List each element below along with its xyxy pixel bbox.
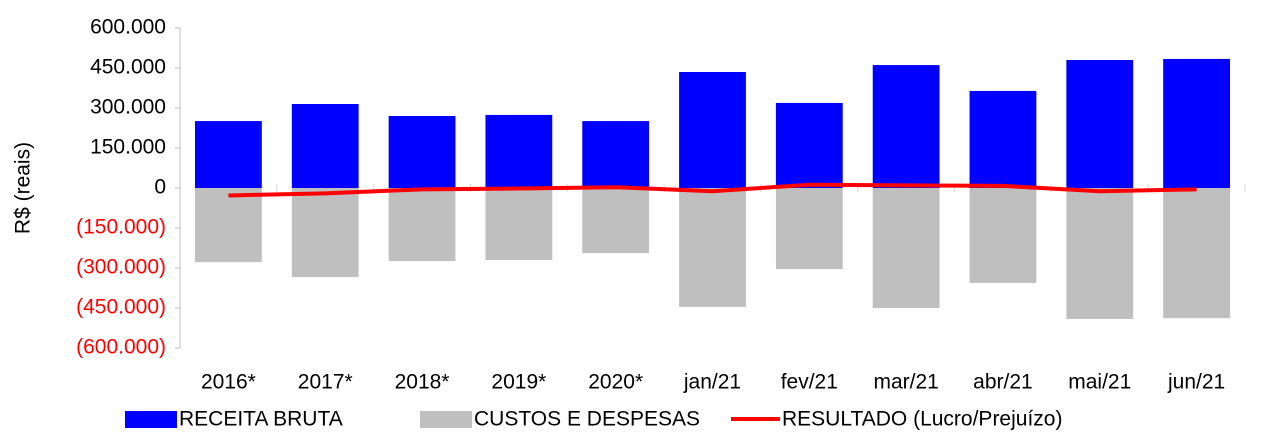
bar (969, 90, 1037, 188)
x-tick-label: abr/21 (973, 371, 1033, 394)
x-tick-label: fev/21 (781, 371, 838, 394)
bar (195, 188, 262, 263)
y-tick-label: 150.000 (90, 136, 166, 159)
x-tick-label: 2016* (201, 371, 256, 394)
bar (195, 121, 262, 188)
bar (679, 72, 746, 188)
bar (582, 121, 650, 188)
bar (1066, 60, 1134, 188)
x-tick-label: 2020* (588, 371, 643, 394)
x-tick-label: mar/21 (873, 371, 938, 394)
x-tick-label: 2017* (298, 371, 353, 394)
bar (485, 114, 553, 188)
bar (775, 102, 843, 188)
legend-swatch (125, 411, 177, 428)
bar (388, 116, 456, 188)
y-tick-label: (600.000) (76, 336, 166, 359)
x-tick-label: jun/21 (1167, 371, 1225, 394)
bar (679, 188, 746, 307)
legend-swatch (420, 411, 472, 428)
bar (1066, 188, 1134, 319)
bar (1163, 58, 1230, 188)
x-tick-label: mai/21 (1068, 371, 1131, 394)
bar (775, 188, 843, 270)
x-tick-label: jan/21 (683, 371, 741, 394)
y-tick-label: (150.000) (76, 216, 166, 239)
bar (291, 188, 359, 278)
y-tick-label: 300.000 (90, 96, 166, 119)
bar (291, 104, 359, 188)
bar (969, 188, 1037, 283)
bar (388, 188, 456, 262)
y-axis-label: R$ (reais) (12, 142, 35, 234)
legend-label: RESULTADO (Lucro/Prejuízo) (782, 408, 1062, 431)
y-tick-label: 450.000 (90, 56, 166, 79)
bar (1163, 188, 1230, 319)
line (228, 182, 1197, 198)
x-tick-label: 2018* (395, 371, 450, 394)
y-tick-label: 0 (154, 176, 166, 199)
bar (872, 65, 940, 188)
bar (485, 188, 553, 260)
x-tick-label: 2019* (491, 371, 546, 394)
bar (582, 188, 650, 254)
y-tick-label: 600.000 (90, 16, 166, 39)
y-tick-label: (300.000) (76, 256, 166, 279)
bar (872, 188, 940, 308)
legend-label: RECEITA BRUTA (179, 408, 343, 431)
legend-label: CUSTOS E DESPESAS (474, 408, 700, 431)
y-tick-label: (450.000) (76, 296, 166, 319)
